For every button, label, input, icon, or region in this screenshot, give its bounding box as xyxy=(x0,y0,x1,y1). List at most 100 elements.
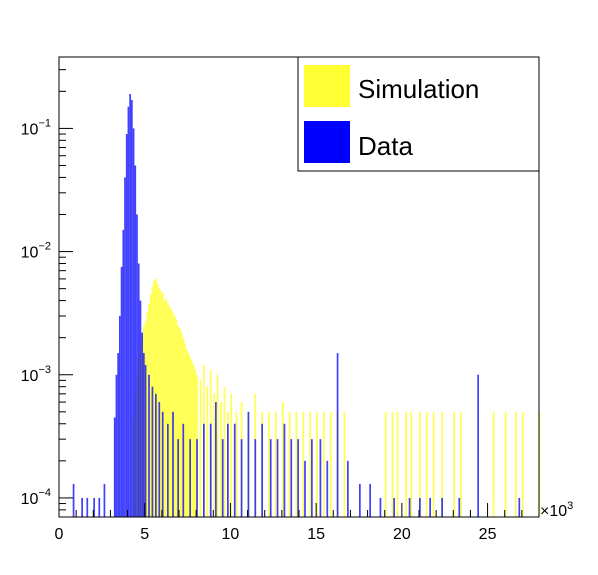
simulation-bar xyxy=(515,411,517,517)
simulation-bar xyxy=(175,319,178,517)
data-bar xyxy=(172,411,174,517)
simulation-bar xyxy=(153,280,155,517)
data-bar xyxy=(127,106,130,517)
simulation-bar xyxy=(316,411,318,517)
simulation-bar xyxy=(504,411,507,517)
data-bar xyxy=(221,439,224,517)
simulation-bar xyxy=(432,411,435,517)
data-bar xyxy=(359,483,361,517)
data-bar xyxy=(227,423,229,517)
data-bar xyxy=(283,423,286,517)
y-tick-label: 10−4 xyxy=(21,487,51,508)
simulation-bar xyxy=(281,402,284,517)
data-bar xyxy=(408,497,411,517)
data-bar xyxy=(336,353,339,517)
data-bar xyxy=(103,483,106,517)
data-bar xyxy=(141,332,143,517)
simulation-bar xyxy=(220,402,222,517)
simulation-bar xyxy=(191,360,193,517)
simulation-bar xyxy=(425,411,428,517)
data-bar xyxy=(477,374,479,517)
data-bar xyxy=(269,439,272,517)
data-bar xyxy=(120,266,123,517)
data-bar xyxy=(419,497,421,517)
simulation-bar xyxy=(295,411,298,517)
x-multiplier-label: ×103 xyxy=(540,500,573,520)
data-bar xyxy=(131,100,133,517)
x-tick-label: 15 xyxy=(307,526,325,543)
data-bar xyxy=(247,411,250,517)
y-tick-label: 10−1 xyxy=(21,117,51,138)
simulation-bar xyxy=(391,411,394,517)
x-tick-label: 20 xyxy=(393,526,411,543)
data-bar xyxy=(276,439,279,517)
data-bar xyxy=(148,374,150,517)
simulation-bar xyxy=(149,294,152,517)
data-bar xyxy=(167,423,169,517)
simulation-bar xyxy=(156,283,159,517)
data-bar xyxy=(233,423,236,517)
data-bar xyxy=(151,386,154,517)
simulation-bar xyxy=(189,356,191,517)
data-bar xyxy=(393,497,395,517)
data-bar xyxy=(134,165,137,518)
data-bar xyxy=(297,439,299,517)
data-bar xyxy=(81,497,83,517)
simulation-bar xyxy=(230,393,233,517)
data-bar xyxy=(196,439,198,517)
data-bar xyxy=(177,439,179,517)
simulation-bar xyxy=(179,327,181,517)
simulation-bar xyxy=(235,411,238,517)
simulation-bar xyxy=(146,312,149,517)
data-bar xyxy=(139,300,142,517)
simulation-bar xyxy=(199,380,202,517)
data-bar xyxy=(125,134,128,518)
legend-swatch-data xyxy=(304,121,350,163)
simulation-bar xyxy=(441,411,443,517)
data-bar xyxy=(518,497,521,517)
simulation-bar xyxy=(165,297,167,517)
data-bar xyxy=(143,353,145,517)
simulation-bar xyxy=(288,411,291,517)
x-tick-label: 0 xyxy=(55,526,64,543)
simulation-bar xyxy=(396,411,399,517)
x-tick-label: 10 xyxy=(222,526,240,543)
data-bar xyxy=(98,497,101,517)
data-bar xyxy=(155,393,157,517)
simulation-bar xyxy=(492,411,495,517)
data-bar xyxy=(441,497,443,517)
data-bar xyxy=(86,497,89,517)
data-bar xyxy=(347,460,349,517)
data-bar xyxy=(458,497,461,517)
x-tick-label: 5 xyxy=(140,526,149,543)
simulation-bar xyxy=(309,411,311,517)
data-bar xyxy=(215,402,217,517)
data-bar xyxy=(136,214,138,517)
data-bar xyxy=(182,423,185,517)
simulation-bar xyxy=(206,386,209,517)
simulation-bar xyxy=(168,306,171,517)
simulation-bar xyxy=(329,411,332,517)
data-bar xyxy=(158,402,161,517)
simulation-bar xyxy=(410,411,413,517)
legend-swatch-simulation xyxy=(304,65,350,107)
data-bar xyxy=(72,483,75,517)
data-bar xyxy=(119,315,121,517)
y-axis: 10−4 10−3 10−2 10−1 xyxy=(21,69,73,518)
simulation-bar xyxy=(177,325,179,517)
simulation-bar xyxy=(268,411,270,517)
simulation-bar xyxy=(521,411,524,517)
simulation-bar xyxy=(161,293,164,517)
data-bar xyxy=(129,94,131,518)
simulation-bar xyxy=(216,374,219,517)
simulation-bar xyxy=(173,315,176,517)
legend: Simulation Data xyxy=(297,56,540,172)
simulation-bar xyxy=(187,353,190,517)
data-bar xyxy=(203,423,205,517)
simulation-bar xyxy=(453,411,455,517)
y-tick-label: 10−3 xyxy=(21,364,51,385)
simulation-bar xyxy=(192,364,195,517)
legend-label-data: Data xyxy=(358,131,413,161)
data-bar xyxy=(369,483,371,517)
